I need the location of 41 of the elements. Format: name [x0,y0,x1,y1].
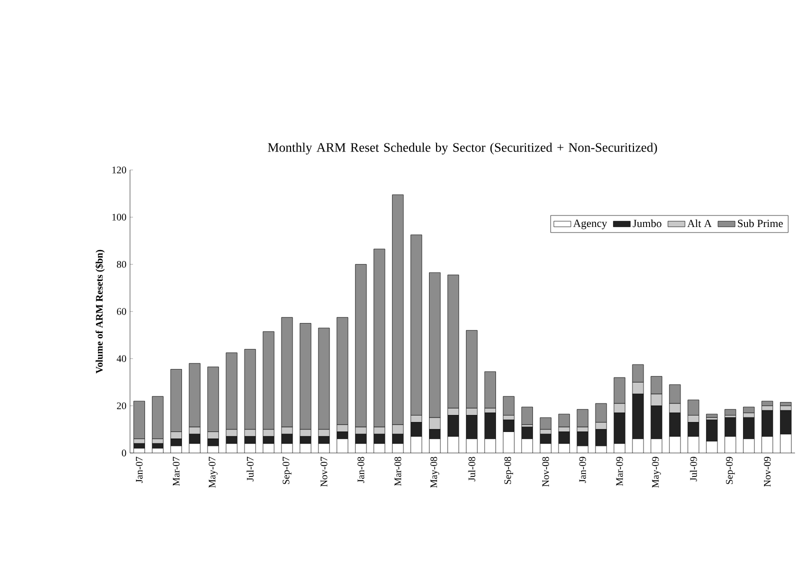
bar [540,417,552,430]
bar [576,409,588,428]
y-tick-label: 80 [116,260,126,268]
x-tick-label: Nov-07 [320,456,328,487]
bar [484,371,496,408]
bar [152,396,164,440]
bar [724,409,736,416]
x-tick-label: Jul-09 [690,456,697,482]
x-tick-label: May-07 [208,456,218,488]
x-tick-label: May-08 [430,456,440,488]
x-tick-label: Sep-08 [504,456,514,484]
x-tick-label: Jan-08 [358,456,364,483]
y-tick-label: 120 [112,166,126,174]
x-tick-label: Sep-07 [282,456,292,484]
bar [743,406,755,414]
x-tick-label: Jan-07 [136,456,143,483]
x-tick-label: Jul-07 [246,456,254,482]
x-tick-label: Jan-09 [579,456,586,483]
x-tick-label: Mar-08 [394,456,402,486]
x-tick-label: Mar-07 [172,456,180,486]
x-tick-label: Mar-09 [616,456,623,486]
legend-label: Agency [573,220,608,230]
legend-label: Jumbo [632,219,662,228]
x-tick-label: Nov-08 [542,456,549,487]
bar [706,414,718,418]
x-tick-label: Jul-08 [468,456,476,482]
x-tick-label: May-09 [652,456,661,488]
legend-label: Sub Prime [738,219,783,228]
y-tick-label: 60 [116,308,126,315]
legend-label: Alt A [687,219,712,228]
x-tick-label: Sep-09 [726,456,735,484]
y-tick-label: 40 [116,355,126,362]
y-tick-label: 20 [116,402,126,410]
bar [558,414,570,428]
y-axis-title: Volume of ARM Resets ($bn) [95,250,105,374]
x-tick-label: Nov-09 [764,456,771,487]
bar [521,406,533,425]
y-tick-label: 0 [122,450,126,456]
bar [502,396,514,416]
chart-title: Monthly ARM Reset Schedule by Sector (Securitized + Non-Securitized) [268,142,657,154]
y-tick-label: 100 [112,214,126,221]
